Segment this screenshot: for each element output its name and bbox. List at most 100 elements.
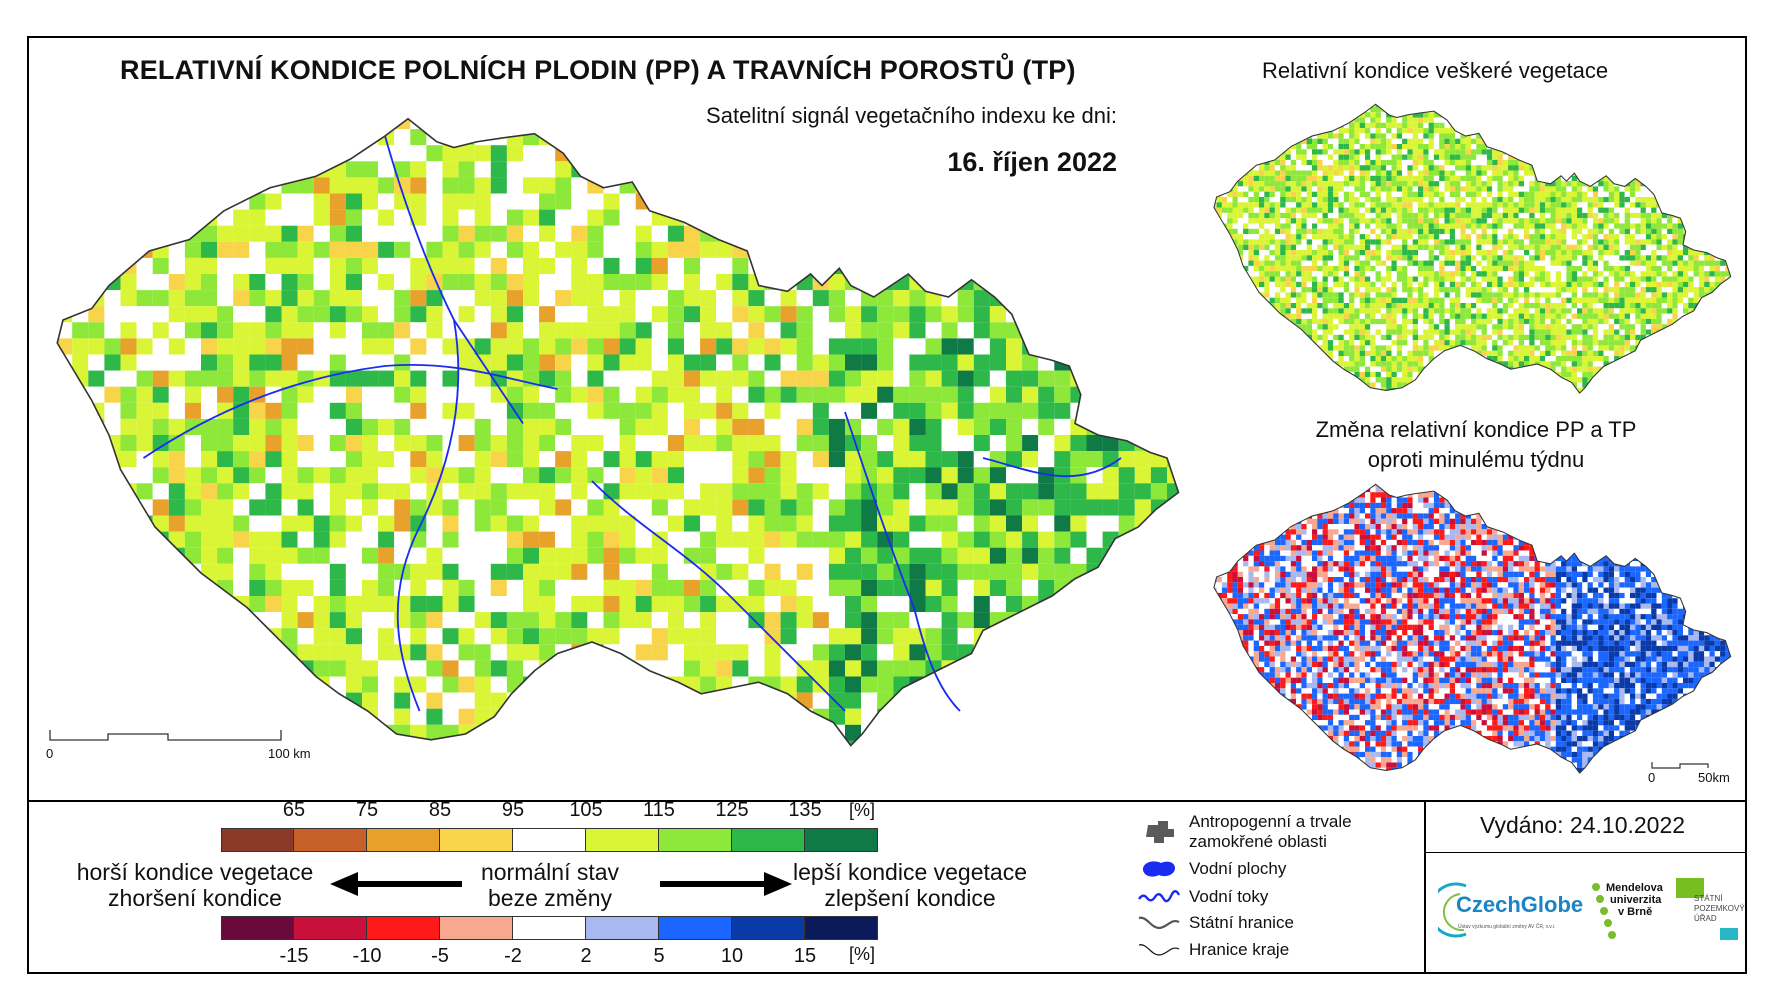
issued-divider <box>1424 800 1426 974</box>
key-water-bodies: Vodní plochy <box>1135 855 1286 883</box>
river-line <box>396 319 460 712</box>
river-line <box>142 363 558 459</box>
mendel-line1: Mendelova <box>1606 882 1663 894</box>
legend-level-label: 105 <box>569 799 603 821</box>
key-rivers-label: Vodní toky <box>1189 887 1269 906</box>
legend-level-label: -15 <box>279 945 309 967</box>
mendel-line3: v Brně <box>1618 906 1653 918</box>
key-urban-line1: Antropogenní a trvale <box>1189 812 1352 831</box>
inset-scale-zero: 0 <box>1648 770 1656 785</box>
legend-level-label: 115 <box>643 799 675 821</box>
condition-change-inset <box>1213 483 1732 774</box>
legend-level-label: 95 <box>501 799 525 821</box>
legend-swatch <box>367 828 440 852</box>
river-icon <box>1135 883 1183 911</box>
condition-legend-bar <box>221 828 878 852</box>
legend-swatch <box>586 916 659 940</box>
legend-divider <box>27 800 1747 802</box>
legend-level-label: 10 <box>720 945 744 967</box>
river-line <box>982 457 1122 478</box>
right-arrow-icon <box>660 872 792 896</box>
state-border-icon <box>1135 909 1183 937</box>
normal-line2: beze změny <box>487 885 612 911</box>
legend-level-label: 2 <box>580 945 592 967</box>
vegetation-condition-inset <box>1213 103 1732 394</box>
legend-swatch <box>294 828 367 852</box>
water-body-icon <box>1135 855 1183 883</box>
legend-level-label: -5 <box>431 945 449 967</box>
legend-swatch <box>805 828 878 852</box>
worse-condition-label: horší kondice vegetace zhoršení kondice <box>60 859 330 911</box>
czechglobe-subtext: Ústav výzkumu globální změny AV ČR, v.v.… <box>1458 924 1556 930</box>
legend-swatch <box>440 916 513 940</box>
river-line <box>591 480 846 712</box>
inset-bottom-title-line2: oproti minulému týdnu <box>1367 447 1585 472</box>
legend-swatch <box>586 828 659 852</box>
key-state-border: Státní hranice <box>1135 909 1294 937</box>
key-urban-line2: zamokřené oblasti <box>1189 832 1327 851</box>
urban-area-icon <box>1135 818 1183 846</box>
legend-swatch <box>805 916 878 940</box>
change-legend-unit: [%] <box>849 944 876 964</box>
legend-swatch <box>659 828 732 852</box>
worse-line1: horší kondice vegetace <box>76 859 314 885</box>
logo-divider <box>1424 852 1747 853</box>
legend-swatch <box>732 916 805 940</box>
region-border-icon <box>1135 936 1183 964</box>
change-legend-bar <box>221 916 878 940</box>
better-line2: zlepšení kondice <box>824 885 996 911</box>
river-line <box>384 135 524 425</box>
czechglobe-logo: CzechGlobe Ústav výzkumu globální změny … <box>1438 880 1588 940</box>
legend-swatch <box>659 916 732 940</box>
inset-bottom-title-line1: Změna relativní kondice PP a TP <box>1315 417 1637 442</box>
condition-legend-unit: [%] <box>849 800 876 820</box>
better-line1: lepší kondice vegetace <box>793 859 1027 885</box>
normal-line1: normální stav <box>480 859 620 885</box>
main-condition-map <box>56 117 1180 747</box>
legend-swatch <box>440 828 513 852</box>
legend-swatch <box>221 916 294 940</box>
better-condition-label: lepší kondice vegetace zlepšení kondice <box>770 859 1050 911</box>
figure-frame <box>27 36 1747 974</box>
spu-logo: STÁTNÍ POZEMKOVÝ ÚŘAD <box>1676 878 1745 940</box>
worse-line2: zhoršení kondice <box>108 885 282 911</box>
legend-swatch <box>732 828 805 852</box>
mendel-university-logo: Mendelova univerzita v Brně <box>1592 882 1672 944</box>
legend-swatch <box>221 828 294 852</box>
legend-swatch <box>513 916 586 940</box>
inset-scale-bar <box>1651 762 1709 769</box>
condition-raster <box>57 118 1179 746</box>
normal-condition-label: normální stav beze změny <box>460 859 640 911</box>
legend-level-label: 15 <box>793 945 817 967</box>
legend-level-label: 125 <box>715 799 749 821</box>
legend-level-label: 75 <box>355 799 379 821</box>
legend-swatch <box>513 828 586 852</box>
spu-line1: STÁTNÍ <box>1694 894 1723 903</box>
key-region-border-label: Hranice kraje <box>1189 940 1290 959</box>
inset-top-title: Relativní kondice veškeré vegetace <box>1262 58 1609 83</box>
legend-swatch <box>294 916 367 940</box>
key-urban: Antropogenní a trvale zamokřené oblasti <box>1135 812 1352 852</box>
rivers-layer <box>142 135 1122 712</box>
legend-level-label: 5 <box>653 945 665 967</box>
issued-date: Vydáno: 24.10.2022 <box>1480 812 1686 838</box>
main-scale-bar <box>49 730 282 741</box>
map-subtitle: Satelitní signál vegetačního indexu ke d… <box>706 103 1117 128</box>
river-line <box>844 411 961 712</box>
legend-level-label: -2 <box>504 945 522 967</box>
main-scale-max: 100 km <box>268 746 311 761</box>
legend-swatch <box>367 916 440 940</box>
key-water-bodies-label: Vodní plochy <box>1189 859 1287 878</box>
legend-level-label: -10 <box>352 945 382 967</box>
key-region-border: Hranice kraje <box>1135 936 1289 964</box>
map-title: RELATIVNÍ KONDICE POLNÍCH PLODIN (PP) A … <box>120 55 1076 85</box>
inset-scale-max: 50km <box>1698 770 1730 785</box>
inset-bottom-title: Změna relativní kondice PP a TP oproti m… <box>1266 415 1686 475</box>
legend-level-label: 85 <box>428 799 452 821</box>
czechglobe-wordmark: CzechGlobe <box>1456 892 1584 917</box>
legend-level-label: 65 <box>282 799 306 821</box>
mendel-line2: univerzita <box>1610 894 1662 906</box>
spu-line2: POZEMKOVÝ <box>1694 904 1745 913</box>
key-state-border-label: Státní hranice <box>1189 913 1294 932</box>
key-rivers: Vodní toky <box>1135 883 1268 911</box>
